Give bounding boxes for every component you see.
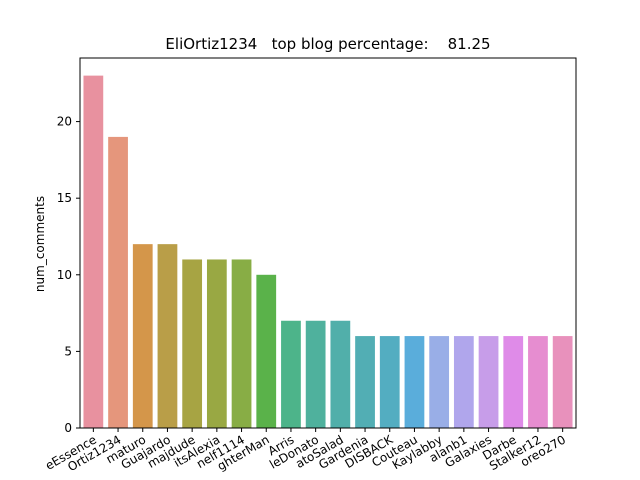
y-tick-label: 15 <box>57 191 72 205</box>
y-tick-label: 0 <box>64 421 72 435</box>
plot-frame <box>79 57 577 429</box>
bar-13 <box>404 336 425 428</box>
bar-0 <box>83 75 104 428</box>
y-axis-label: num_comments <box>33 196 47 292</box>
bar-4 <box>182 259 203 428</box>
bar-8 <box>281 320 301 428</box>
bar-7 <box>256 274 277 428</box>
chart-title: EliOrtiz1234 top blog percentage: 81.25 <box>165 35 490 53</box>
bar-12 <box>379 336 400 428</box>
bar-9 <box>305 320 326 428</box>
y-axis: 0 5 10 15 20 <box>57 115 80 435</box>
bar-10 <box>330 320 351 428</box>
bar-6 <box>231 259 252 428</box>
bar-3 <box>157 244 178 428</box>
bar-2 <box>132 244 153 428</box>
bar-18 <box>528 336 548 428</box>
bar-14 <box>429 336 450 428</box>
bar-11 <box>355 336 375 428</box>
bar-1 <box>108 136 128 428</box>
x-axis: eEssenceOrtiz1234maturoGuajardomajdudeit… <box>43 428 568 474</box>
y-tick-label: 5 <box>64 344 72 358</box>
bar-16 <box>478 336 499 428</box>
bar-5 <box>206 259 227 428</box>
bar-17 <box>503 336 524 428</box>
bar-19 <box>552 336 573 428</box>
y-tick-label: 10 <box>57 268 72 282</box>
bars <box>83 75 573 428</box>
bar-15 <box>453 336 474 428</box>
y-tick-label: 20 <box>57 115 72 129</box>
